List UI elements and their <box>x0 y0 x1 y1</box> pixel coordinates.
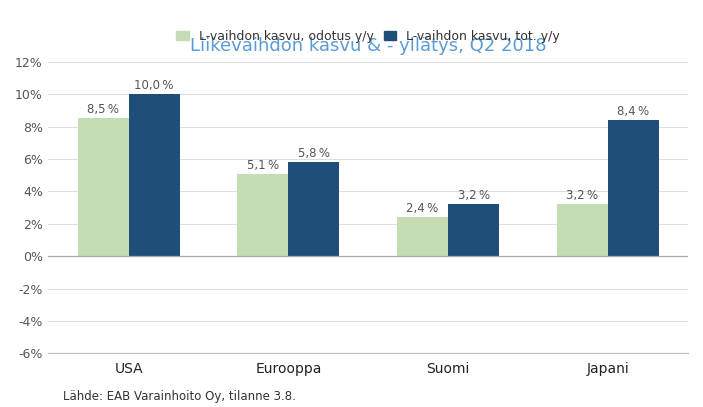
Text: 8,5 %: 8,5 % <box>87 103 119 116</box>
Text: 8,4 %: 8,4 % <box>617 105 650 118</box>
Bar <box>129 94 180 256</box>
Text: 5,8 %: 5,8 % <box>298 147 330 160</box>
Bar <box>288 162 340 256</box>
Bar <box>608 120 659 256</box>
Bar <box>237 173 288 256</box>
Title: Liikevaihdon kasvu & - yllätys, Q2 2018: Liikevaihdon kasvu & - yllätys, Q2 2018 <box>190 37 546 55</box>
Bar <box>448 204 499 256</box>
Bar <box>397 217 448 256</box>
Text: 3,2 %: 3,2 % <box>458 189 490 202</box>
Text: 10,0 %: 10,0 % <box>134 79 174 92</box>
Text: 5,1 %: 5,1 % <box>247 159 279 172</box>
Text: 2,4 %: 2,4 % <box>406 202 439 215</box>
Bar <box>557 204 608 256</box>
Legend: L-vaihdon kasvu, odotus y/y, L-vaihdon kasvu, tot. y/y: L-vaihdon kasvu, odotus y/y, L-vaihdon k… <box>176 30 560 43</box>
Text: 3,2 %: 3,2 % <box>566 189 598 202</box>
Bar <box>77 118 129 256</box>
Text: Lähde: EAB Varainhoito Oy, tilanne 3.8.: Lähde: EAB Varainhoito Oy, tilanne 3.8. <box>63 390 296 403</box>
